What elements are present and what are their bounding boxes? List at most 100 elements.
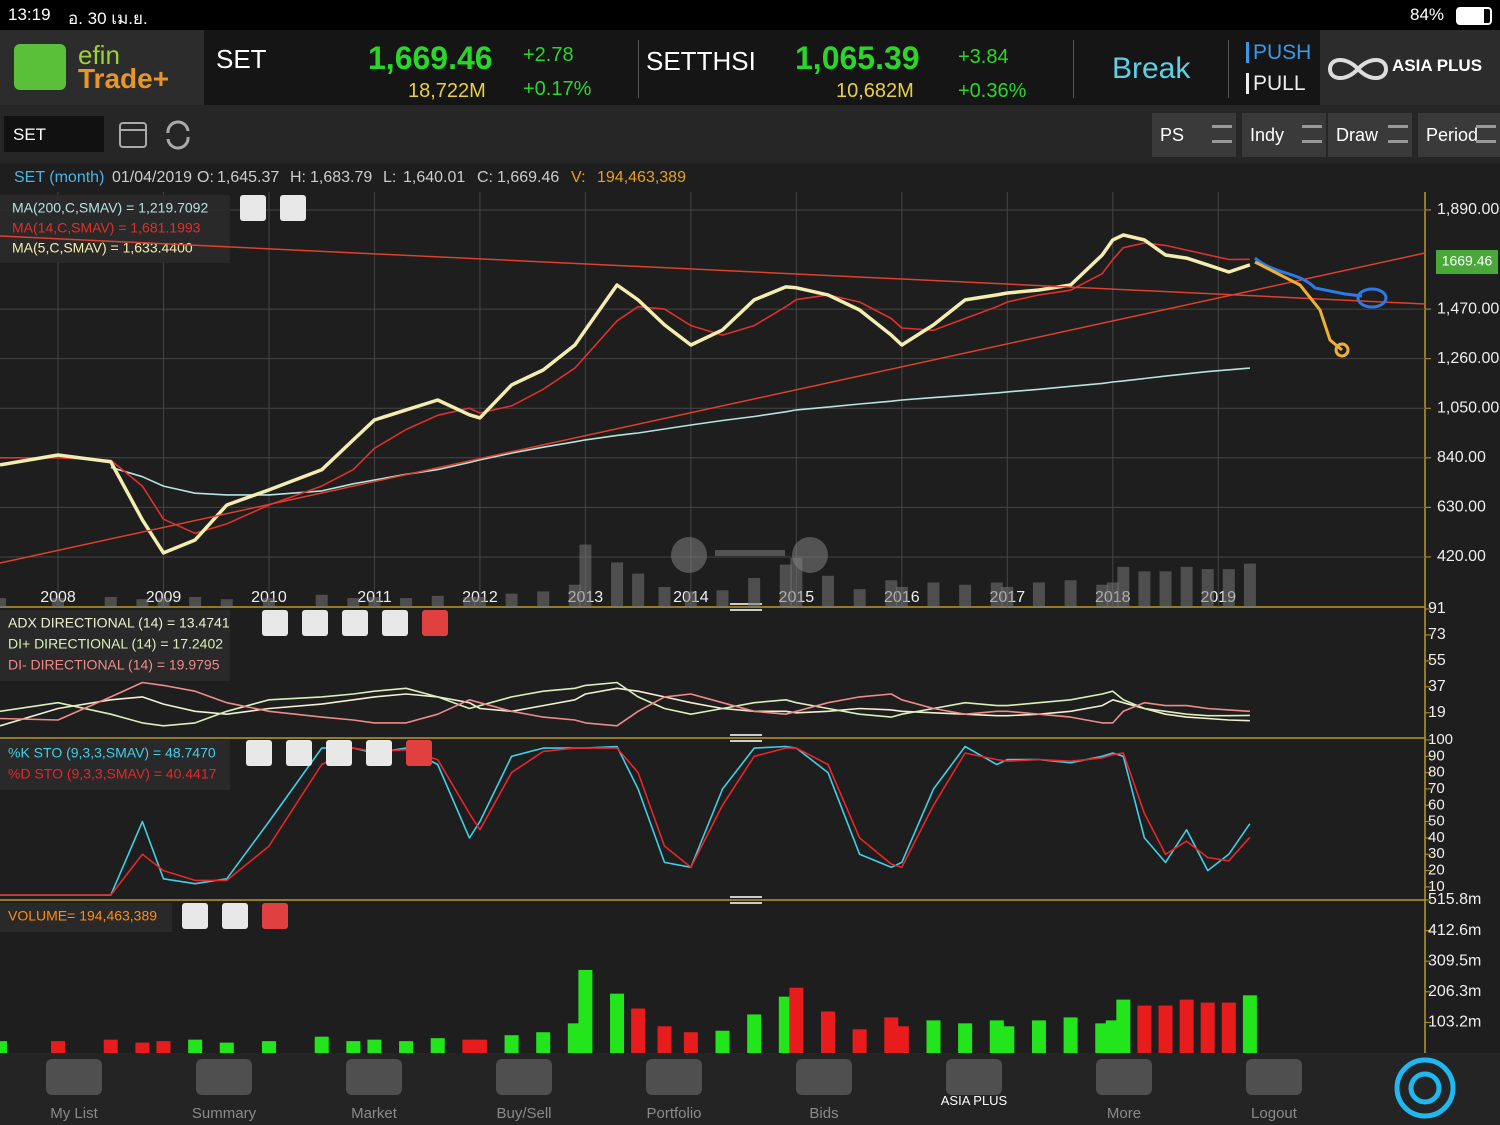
divider [1073,40,1074,98]
y-tick-label: 70 [1428,780,1445,797]
bar [430,1038,445,1053]
panel-button[interactable] [286,740,312,766]
bar [51,1041,66,1053]
push-button[interactable]: PUSH [1246,42,1311,63]
bar [314,1036,329,1053]
menu-icon [1388,125,1408,143]
refresh-button[interactable] [1392,1055,1458,1121]
index-value: 1,065.39 [795,40,920,76]
menu-label: PS [1160,125,1185,145]
panel-button[interactable] [262,903,288,929]
panel-button[interactable] [422,610,448,636]
volume-overlay-bar [537,591,550,607]
bar [135,1042,150,1053]
info-key: H: [290,169,306,186]
panel-button[interactable] [182,903,208,929]
menu-label: Draw [1336,125,1379,145]
bar [926,1020,941,1053]
pull-button[interactable]: PULL [1246,73,1306,94]
tab-icon[interactable] [646,1059,702,1095]
tab-label[interactable]: Summary [191,1105,257,1122]
panel-button[interactable] [406,740,432,766]
logo-text: Trade+ [78,63,170,94]
menu-button[interactable]: Draw [1328,113,1412,157]
tab-icon[interactable] [1096,1059,1152,1095]
volume-overlay-bar [1096,584,1109,607]
tab-label[interactable]: More [1106,1105,1142,1122]
bar [399,1041,414,1053]
volume-overlay-bar [684,591,697,607]
bar [894,1026,909,1053]
tab-icon[interactable] [46,1059,102,1095]
panel-button[interactable] [240,195,266,221]
info-value: 1,640.01 [403,169,466,186]
volume-overlay-bar [1159,571,1172,607]
tab-label[interactable]: Buy/Sell [496,1105,552,1122]
series-line [0,687,1250,727]
bar [1158,1005,1173,1053]
bar [657,1026,672,1053]
break-button[interactable]: Break [1112,52,1191,85]
tab-icon[interactable] [946,1059,1002,1095]
tab-icon[interactable] [496,1059,552,1095]
menu-button[interactable]: Period [1418,113,1500,157]
panel-button[interactable] [366,740,392,766]
panel-button[interactable] [222,903,248,929]
volume-overlay-bar [748,578,761,607]
bar [504,1035,519,1053]
menu-icon [1212,125,1232,143]
bar [0,1041,7,1053]
info-key: O: [197,169,214,186]
plot-layer: 420.00 630.00 840.00 1,050.00 1,260.00 1,470.… [0,192,1499,1053]
volume-overlay-bar [716,590,729,607]
index-name[interactable]: SETTHSI [646,46,756,76]
index-name[interactable]: SET [216,44,267,74]
info-key: L: [383,169,397,186]
legend-entry: MA(200,C,SMAV) = 1,219.7092 [12,200,208,216]
bar [219,1042,234,1053]
legend-entry: %K STO (9,3,3,SMAV) = 48.7470 [8,745,216,761]
bar [261,1041,276,1053]
tab-label[interactable]: My List [50,1105,98,1122]
panel-button[interactable] [280,195,306,221]
panel-button[interactable] [246,740,272,766]
tab-icon[interactable] [796,1059,852,1095]
toolbar-icons[interactable] [118,119,218,151]
bar [1105,1020,1120,1053]
bar [578,969,593,1053]
panel-button[interactable] [382,610,408,636]
splitters[interactable] [730,603,762,904]
logo-text: efin [78,40,120,70]
price-tag-label: 1669.46 [1442,253,1493,269]
volume-overlay-bar [189,596,202,607]
volume-overlay-bar [347,598,360,607]
tab-label[interactable]: ASIA PLUS [940,1093,1008,1108]
legend-entry: ADX DIRECTIONAL (14) = 13.4741 [8,615,230,631]
symbol-input[interactable]: SET [4,116,104,152]
menu-button[interactable]: Indy [1242,113,1326,157]
panel-button[interactable] [342,610,368,636]
panel-button[interactable] [302,610,328,636]
info-volume: 194,463,389 [597,169,686,186]
tab-label[interactable]: Market [351,1105,397,1122]
tab-label[interactable]: Logout [1251,1105,1297,1122]
panel-button[interactable] [326,740,352,766]
index-change: +3.84 [958,46,1009,68]
volume-overlay-bar [1106,582,1119,607]
y-tick-label: 90 [1428,747,1445,764]
tab-icon[interactable] [1246,1059,1302,1095]
tab-icon[interactable] [346,1059,402,1095]
series-line [110,367,1250,496]
tab-label[interactable]: Bids [809,1105,839,1122]
tab-icon[interactable] [196,1059,252,1095]
info-value: 1,683.79 [310,169,373,186]
info-key: C: [477,169,493,186]
volume-overlay-bar [568,584,581,607]
y-tick-label: 73 [1428,626,1446,643]
info-label: SET (month) [14,169,105,186]
zoom-control[interactable] [671,537,828,573]
tab-label[interactable]: Portfolio [646,1105,702,1122]
menu-button[interactable]: PS [1152,113,1236,157]
panel-button[interactable] [262,610,288,636]
index-change: +2.78 [523,44,574,66]
